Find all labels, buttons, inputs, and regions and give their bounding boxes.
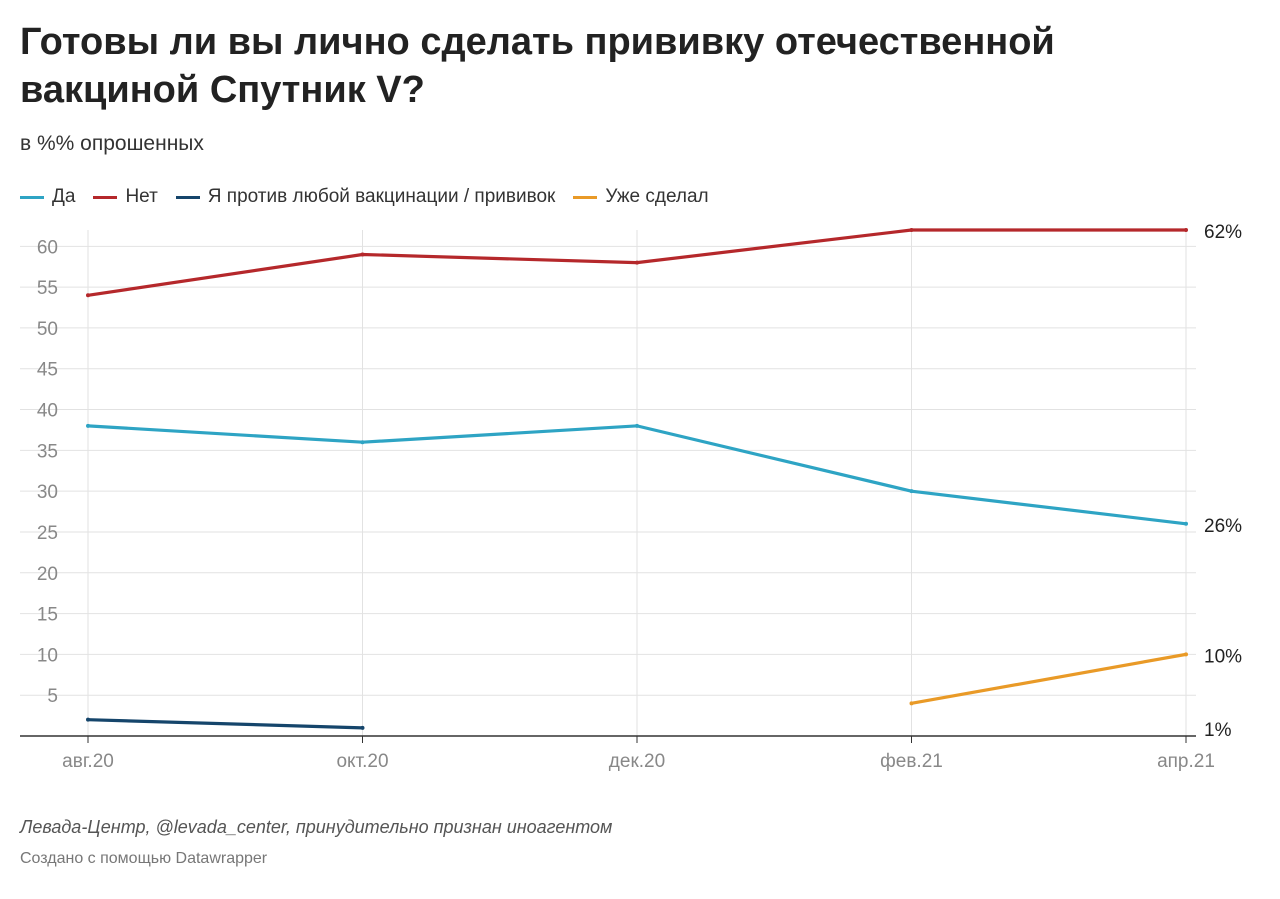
- chart-title: Готовы ли вы лично сделать прививку отеч…: [20, 21, 1055, 111]
- y-tick-label: 40: [37, 401, 58, 422]
- end-label-net: 62%: [1204, 222, 1242, 243]
- data-point-net: [909, 228, 914, 232]
- legend-swatch-net: [93, 195, 118, 199]
- end-label-da: 26%: [1204, 516, 1242, 537]
- series-line-against: [86, 718, 365, 730]
- data-point-net: [86, 293, 90, 298]
- legend-swatch-vaccinated: [573, 195, 598, 199]
- y-tick-label: 55: [37, 278, 58, 299]
- legend-item-net: Нет: [93, 186, 158, 208]
- legend-label-against: Я против любой вакцинации / прививок: [207, 186, 556, 207]
- legend-item-vaccinated: Уже сделал: [573, 186, 709, 208]
- x-tick-label: фев.21: [880, 751, 943, 772]
- y-tick-label: 25: [37, 523, 58, 544]
- legend-label-net: Нет: [125, 186, 158, 207]
- data-point-vaccinated: [1184, 652, 1188, 657]
- data-point-da: [1184, 521, 1188, 526]
- chart-subtitle: в %% опрошенных: [20, 132, 204, 155]
- data-point-net: [1184, 228, 1188, 232]
- legend-label-da: Да: [52, 186, 76, 207]
- end-label-vaccinated: 10%: [1204, 646, 1242, 667]
- source-note: Левада-Центр, @levada_center, принудител…: [20, 817, 613, 837]
- data-point-net: [635, 260, 639, 265]
- y-tick-label: 20: [37, 564, 58, 585]
- x-tick-label: дек.20: [609, 751, 665, 772]
- legend-label-vaccinated: Уже сделал: [605, 186, 709, 207]
- y-tick-label: 5: [47, 686, 58, 707]
- series-line-vaccinated: [909, 652, 1188, 705]
- y-tick-label: 15: [37, 605, 58, 626]
- credit-note: Создано с помощью Datawrapper: [20, 850, 268, 867]
- legend-item-da: Да: [20, 186, 75, 208]
- data-point-against: [86, 717, 90, 722]
- y-tick-label: 35: [37, 441, 58, 462]
- data-point-against: [360, 725, 365, 730]
- data-point-da: [635, 423, 639, 428]
- data-point-da: [909, 489, 914, 494]
- legend: Да Нет Я против любой вакцинации / приви…: [20, 186, 727, 208]
- y-tick-label: 60: [37, 237, 58, 258]
- x-tick-label: окт.20: [336, 751, 388, 772]
- y-tick-label: 10: [37, 645, 58, 666]
- x-tick-label: авг.20: [62, 751, 114, 772]
- legend-swatch-against: [175, 195, 200, 199]
- y-tick-label: 30: [37, 482, 58, 503]
- y-tick-label: 50: [37, 319, 58, 340]
- data-point-net: [360, 252, 365, 257]
- data-point-vaccinated: [909, 701, 914, 706]
- legend-swatch-da: [20, 195, 44, 199]
- data-point-da: [86, 423, 90, 428]
- end-label-against: 1%: [1204, 720, 1232, 741]
- data-point-da: [360, 440, 365, 445]
- legend-item-against: Я против любой вакцинации / прививок: [175, 186, 556, 208]
- y-tick-label: 45: [37, 360, 58, 381]
- x-tick-label: апр.21: [1157, 751, 1215, 772]
